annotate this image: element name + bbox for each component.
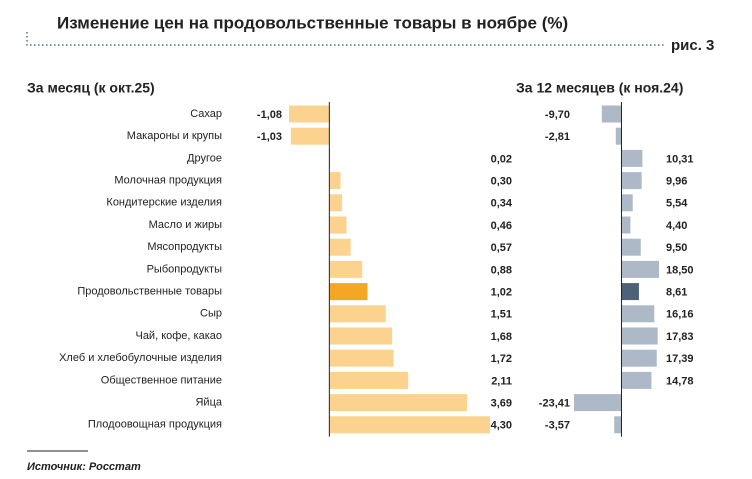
bar <box>601 105 622 123</box>
value-label: 10,31 <box>666 153 694 165</box>
value-label: -3,57 <box>545 420 570 432</box>
bar <box>329 416 490 434</box>
value-label: 2,11 <box>491 375 512 387</box>
bar <box>621 349 657 367</box>
bar <box>329 216 347 234</box>
value-label: 5,54 <box>666 198 688 210</box>
title-rule <box>26 32 665 46</box>
source: Источник: Росстат <box>27 461 141 473</box>
category-label: Другое <box>187 152 222 164</box>
value-label: 0,30 <box>491 176 512 188</box>
bar <box>329 238 351 256</box>
category-label: Рыбопродукты <box>147 263 223 275</box>
value-label: 9,50 <box>666 242 687 254</box>
bar <box>621 238 641 256</box>
bar <box>615 127 622 145</box>
category-label: Кондитерские изделия <box>106 197 222 209</box>
value-label: 18,50 <box>666 264 694 276</box>
bar <box>574 394 622 412</box>
value-label: 8,61 <box>666 287 687 299</box>
value-label: 4,30 <box>491 420 512 432</box>
bar <box>621 283 639 301</box>
value-label: 0,34 <box>491 198 513 210</box>
value-label: 17,83 <box>666 331 694 343</box>
bar <box>329 394 468 412</box>
category-label: Общественное питание <box>101 374 222 386</box>
bar <box>289 105 330 123</box>
panel-title: За 12 месяцев (к ноя.24) <box>516 80 683 96</box>
value-label: 16,16 <box>666 309 694 321</box>
value-label: 9,96 <box>666 176 687 188</box>
bar <box>621 371 652 389</box>
bar <box>329 194 343 212</box>
category-label: Сыр <box>200 308 222 320</box>
value-label: 0,02 <box>491 153 512 165</box>
value-label: -9,70 <box>545 109 570 121</box>
value-label: 0,46 <box>491 220 512 232</box>
bar <box>290 127 330 145</box>
bar <box>329 349 394 367</box>
value-label: 17,39 <box>666 353 694 365</box>
category-label: Молочная продукция <box>114 175 222 187</box>
category-label: Хлеб и хлебобулочные изделия <box>59 352 222 364</box>
bar <box>621 327 658 345</box>
category-label: Чай, кофе, какао <box>135 330 222 342</box>
panel-title: За месяц (к окт.25) <box>27 80 155 96</box>
value-label: 1,68 <box>491 331 512 343</box>
category-label: Сахар <box>190 108 222 120</box>
bar <box>329 327 393 345</box>
value-label: 1,51 <box>491 309 512 321</box>
value-label: 3,69 <box>491 398 512 410</box>
bar <box>329 305 386 323</box>
value-label: -1,08 <box>257 109 282 121</box>
category-label: Мясопродукты <box>147 241 222 253</box>
category-label: Масло и жиры <box>149 219 222 231</box>
bar <box>621 216 631 234</box>
category-label: Яйца <box>195 397 222 409</box>
value-label: -23,41 <box>539 398 570 410</box>
bar <box>621 260 659 278</box>
bar <box>621 305 655 323</box>
bar <box>329 260 363 278</box>
value-label: 14,78 <box>666 375 694 387</box>
figure-label: рис. 3 <box>671 37 714 54</box>
value-label: 0,88 <box>491 264 512 276</box>
value-label: -1,03 <box>257 131 282 143</box>
value-label: 4,40 <box>666 220 687 232</box>
value-label: -2,81 <box>545 131 570 143</box>
bar <box>614 416 622 434</box>
bar <box>329 283 368 301</box>
bar <box>621 172 642 190</box>
bar <box>621 149 643 167</box>
category-label: Макароны и крупы <box>127 130 222 142</box>
value-label: 1,72 <box>491 353 512 365</box>
chart-title: Изменение цен на продовольственные товар… <box>57 13 568 32</box>
bar <box>329 172 341 190</box>
value-label: 1,02 <box>491 287 512 299</box>
bar <box>329 371 409 389</box>
category-label: Плодоовощная продукция <box>88 419 222 431</box>
category-label: Продовольственные товары <box>77 286 222 298</box>
value-label: 0,57 <box>491 242 512 254</box>
bar <box>621 194 633 212</box>
